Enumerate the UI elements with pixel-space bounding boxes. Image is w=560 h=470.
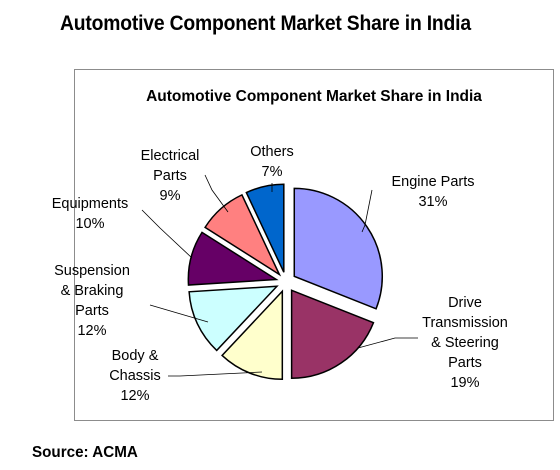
slice-label-line: Drive (448, 295, 482, 311)
slice-label-line: Transmission (422, 315, 508, 331)
slice-label-line: Equipments (51, 196, 129, 212)
pie-slice-0 (293, 187, 383, 310)
slice-label-line: Parts (75, 303, 109, 319)
slice-label-4: Equipments 10% (40, 194, 140, 234)
slice-value-label: 7% (261, 164, 283, 180)
slice-label-line: Others (250, 144, 294, 160)
slice-label-1: Drive Transmission & Steering Parts 19% (406, 293, 524, 393)
slice-label-5: Electrical Parts 9% (120, 146, 220, 206)
source-note: Source: ACMA (32, 444, 138, 461)
leader-line-2 (168, 371, 263, 377)
slice-value-label: 31% (418, 194, 448, 210)
slice-value-label: 19% (450, 375, 480, 391)
slice-value-label: 9% (159, 188, 181, 204)
slice-label-line: Engine Parts (391, 174, 475, 190)
slice-label-0: Engine Parts 31% (368, 172, 498, 212)
pie-slice-6 (245, 183, 285, 273)
leader-line-4 (141, 209, 193, 259)
pie-slice-2 (221, 289, 284, 381)
slice-label-line: & Braking (60, 283, 124, 299)
pie-slice-1 (290, 289, 375, 380)
leader-line-0 (361, 189, 373, 233)
slice-label-line: & Steering (431, 335, 499, 351)
pie-slice-3 (188, 285, 279, 352)
slice-label-line: Suspension (54, 263, 130, 279)
slice-label-line: Parts (448, 355, 482, 371)
slice-label-3: Suspension & Braking Parts 12% (42, 261, 142, 341)
slice-label-line: Parts (153, 168, 187, 184)
slice-label-2: Body & Chassis 12% (90, 346, 180, 406)
slice-value-label: 10% (75, 216, 105, 232)
slice-value-label: 12% (120, 388, 150, 404)
slice-label-line: Body & (111, 348, 159, 364)
page-title: Automotive Component Market Share in Ind… (60, 12, 471, 35)
leader-line-1 (357, 337, 418, 349)
pie-slice-5 (204, 193, 282, 277)
slice-label-line: Chassis (109, 368, 161, 384)
slice-label-6: Others 7% (222, 142, 322, 182)
slice-label-line: Electrical (140, 148, 200, 164)
slice-value-label: 12% (77, 323, 107, 339)
chart-title: Automotive Component Market Share in Ind… (146, 88, 482, 105)
leader-line-5 (204, 174, 229, 213)
leader-line-3 (149, 304, 209, 323)
